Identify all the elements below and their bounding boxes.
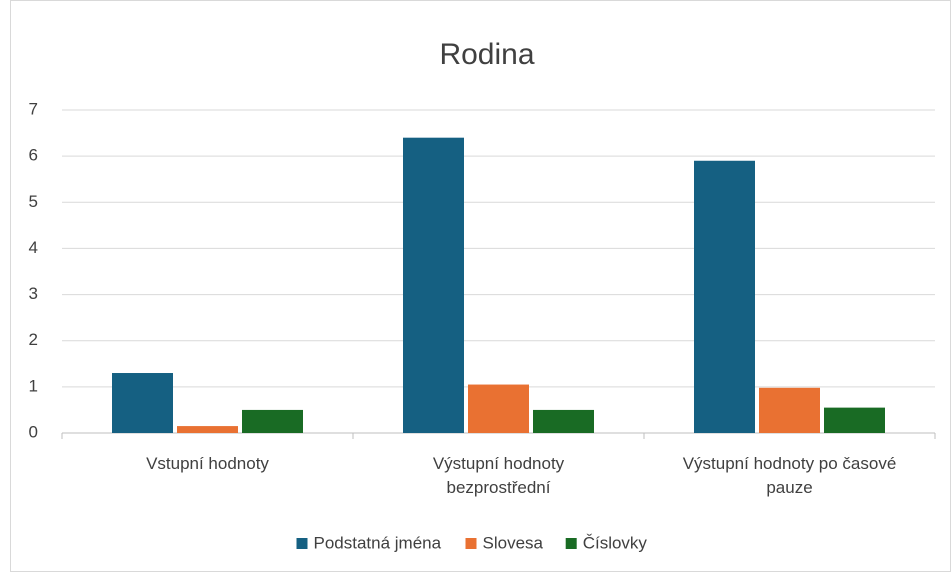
legend-swatch [296, 538, 308, 549]
y-tick-label: 6 [29, 146, 38, 165]
legend-label: Podstatná jména [314, 533, 442, 552]
legend-swatch [465, 538, 477, 549]
y-tick-label: 5 [29, 192, 38, 211]
chart-title: Rodina [439, 38, 534, 71]
legend-swatch [565, 538, 577, 549]
bar [112, 373, 173, 433]
y-tick-label: 2 [29, 330, 38, 349]
bar [694, 160, 755, 433]
x-tick-label: Výstupní hodnoty bezprostřední [432, 454, 565, 497]
x-tick-label: Vstupní hodnoty [146, 454, 269, 473]
bar [824, 407, 885, 433]
bar [242, 409, 303, 433]
y-tick-label: 1 [29, 376, 38, 395]
y-tick-label: 3 [29, 284, 38, 303]
bar [533, 409, 594, 433]
chart-border [10, 0, 951, 572]
x-tick-label: Výstupní hodnoty po časové pauze [682, 454, 897, 497]
y-tick-label: 0 [29, 422, 38, 441]
bar [759, 387, 820, 433]
y-tick-label: 4 [29, 238, 38, 257]
legend-label: Číslovky [583, 533, 648, 552]
legend-label: Slovesa [483, 533, 544, 552]
bar [403, 137, 464, 433]
y-tick-label: 7 [29, 99, 38, 118]
bar [177, 426, 238, 433]
bar [468, 384, 529, 433]
